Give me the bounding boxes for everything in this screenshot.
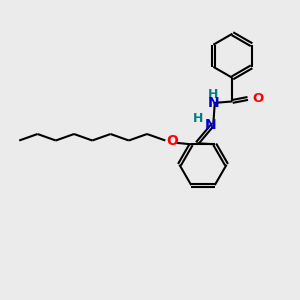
Text: N: N <box>205 118 217 132</box>
Text: N: N <box>208 96 219 110</box>
Text: H: H <box>208 88 218 101</box>
Text: O: O <box>252 92 263 105</box>
Text: H: H <box>193 112 203 125</box>
Text: O: O <box>166 134 178 148</box>
